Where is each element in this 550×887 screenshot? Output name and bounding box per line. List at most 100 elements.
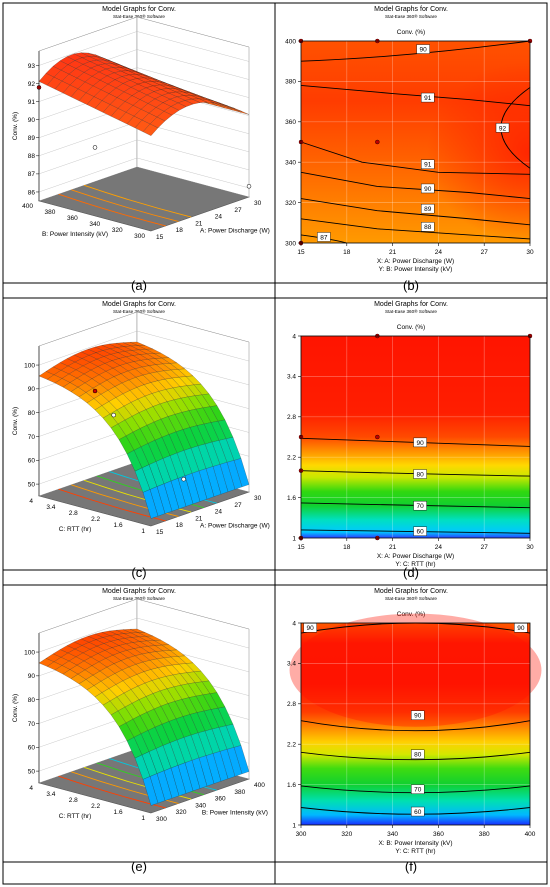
contour-label: 80	[416, 471, 424, 478]
contour-label-box	[413, 469, 427, 479]
z-tick-label: 80	[28, 410, 36, 417]
panel-label: (c)	[131, 565, 146, 580]
panel-label: (e)	[131, 859, 147, 874]
contour-line	[300, 198, 531, 226]
surface-facet	[142, 489, 159, 519]
x-tick-label: 30	[526, 249, 534, 256]
surface-facet	[142, 123, 159, 136]
contour-label-box	[411, 784, 425, 795]
depth-tick-label: 4	[29, 498, 33, 505]
software-credit: Stat-Ease 360® Software	[385, 595, 437, 601]
wall-grid-line	[38, 617, 250, 653]
design-point	[92, 388, 98, 394]
right-axis-label: A: Power Discharge (W)	[200, 227, 270, 234]
contour-label-box	[416, 44, 430, 54]
software-credit: Stat-Ease 360® Software	[385, 13, 437, 19]
z-tick-label: 80	[28, 697, 36, 704]
x-tick-label: 27	[481, 249, 489, 256]
design-point	[92, 145, 98, 150]
depth-axis-label: B: Power Intensity (kV)	[42, 231, 108, 238]
depth-tick-label: 2.8	[69, 510, 78, 517]
panel-f: Model Graphs for Conv.Stat-Ease 360® Sof…	[287, 588, 542, 874]
floor-contour-line	[71, 484, 179, 517]
contour-label-box	[411, 710, 425, 720]
depth-tick-label: 2.2	[91, 516, 100, 523]
floor-contour-line	[83, 766, 192, 800]
z-tick-label: 60	[28, 745, 36, 752]
x-tick-label: 21	[389, 544, 397, 551]
depth-tick-label: 320	[112, 227, 123, 234]
floor-contour-line	[83, 479, 192, 513]
surface-facet	[142, 776, 159, 806]
contour-label-box	[421, 159, 435, 169]
panel-header: Model Graphs for Conv.	[374, 6, 448, 13]
depth-tick-label: 1.6	[114, 809, 123, 816]
wall-grid-line	[38, 139, 250, 175]
design-point	[375, 434, 380, 440]
right-tick-label: 27	[234, 207, 242, 214]
depth-tick-label: 340	[89, 221, 100, 228]
software-credit: Stat-Ease 360® Software	[113, 13, 165, 19]
right-tick-label: 27	[234, 502, 242, 509]
depth-tick-label: 4	[29, 785, 33, 792]
floor-contour-line	[58, 488, 166, 522]
contour-label: 90	[307, 625, 315, 632]
depth-axis-label: C: RTT (hr)	[59, 526, 92, 533]
depth-tick-label: 360	[67, 215, 78, 222]
contour-label: 70	[416, 503, 424, 510]
x-tick-label: 18	[343, 544, 351, 551]
depth-tick-label: 3.4	[46, 791, 55, 798]
x-tick-label: 15	[297, 249, 305, 256]
y-tick-label: 380	[285, 79, 296, 86]
contour-label: 91	[424, 162, 432, 169]
z-tick-label: 93	[28, 63, 36, 70]
y-tick-label: 400	[285, 38, 296, 45]
floor-contours	[58, 184, 192, 227]
depth-tick-label: 380	[45, 209, 56, 216]
wall-grid-line	[38, 157, 250, 193]
contour-line	[300, 40, 531, 62]
z-tick-label: 90	[28, 386, 36, 393]
panel-label: (f)	[405, 859, 417, 874]
right-tick-label: 15	[156, 529, 164, 536]
y-tick-label: 2.2	[287, 455, 296, 462]
x-tick-label: 400	[525, 831, 536, 838]
right-tick-label: 320	[176, 809, 187, 816]
plot-frame	[300, 335, 531, 539]
z-tick-label: 70	[28, 721, 36, 728]
z-tick-label: 92	[28, 81, 36, 88]
depth-tick-label: 300	[134, 233, 145, 240]
contour-label: 60	[416, 529, 424, 536]
y-tick-label: 1	[292, 535, 296, 542]
right-tick-label: 300	[156, 816, 167, 823]
y-axis-label: Y: C: RTT (hr)	[395, 561, 435, 568]
contour-label: 80	[414, 752, 422, 759]
contour-title: Conv. (%)	[397, 324, 425, 331]
y-tick-label: 3.4	[287, 374, 296, 381]
depth-tick-label: 3.4	[46, 504, 55, 511]
y-tick-label: 1.6	[287, 782, 296, 789]
contour-label-box	[421, 203, 435, 214]
z-tick-label: 88	[28, 153, 36, 160]
floor-contour-line	[58, 775, 166, 809]
design-point	[181, 476, 186, 482]
contour-label-box	[411, 749, 425, 759]
floor-contour-line	[83, 184, 192, 218]
panel-c: Model Graphs for Conv.Stat-Ease 360® Sof…	[12, 301, 270, 580]
z-tick-label: 89	[28, 135, 36, 142]
y-tick-label: 360	[285, 119, 296, 126]
floor-contour-line	[71, 771, 179, 804]
y-tick-label: 320	[285, 200, 296, 207]
right-tick-label: 380	[234, 789, 245, 796]
y-tick-label: 3.4	[287, 661, 296, 668]
contour-label-box	[421, 92, 435, 103]
contour-label: 87	[320, 234, 328, 241]
contour-line	[300, 751, 531, 761]
right-tick-label: 15	[156, 234, 164, 241]
right-tick-label: 400	[254, 782, 265, 789]
y-tick-label: 2.8	[287, 701, 296, 708]
contour-line	[300, 218, 531, 240]
x-tick-label: 30	[526, 544, 534, 551]
z-tick-label: 70	[28, 434, 36, 441]
